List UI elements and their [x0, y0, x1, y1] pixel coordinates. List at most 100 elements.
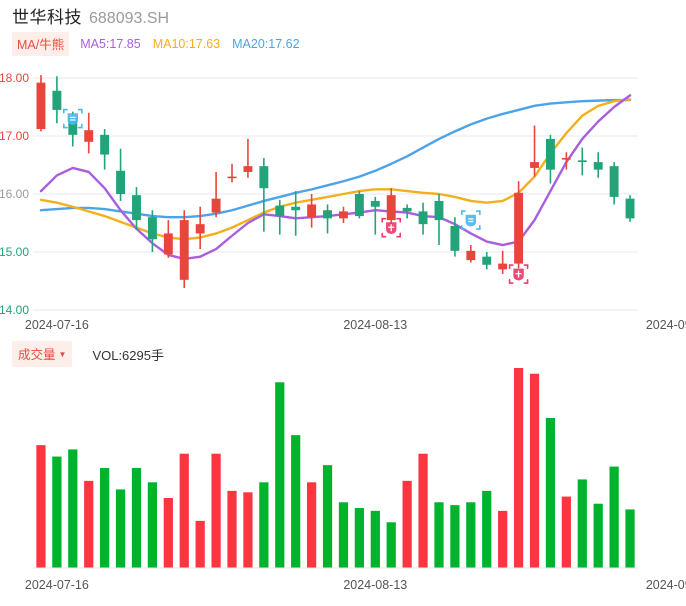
volume-bar — [68, 449, 78, 568]
volume-bar — [513, 368, 524, 568]
candle-body — [370, 200, 380, 207]
bear-marker-icon[interactable] — [508, 264, 529, 284]
candlestick — [211, 171, 221, 218]
volume-bar — [450, 505, 460, 568]
marker-bracket — [77, 123, 83, 129]
candlestick — [227, 163, 237, 183]
volume-bar — [307, 482, 317, 568]
volume-bar — [609, 466, 619, 568]
bull-marker-icon[interactable] — [63, 108, 83, 129]
volume-bar — [243, 492, 253, 568]
candle-body — [593, 162, 603, 170]
candle-body — [195, 224, 205, 234]
volume-bar — [338, 502, 349, 568]
marker-bracket — [523, 279, 529, 284]
volume-tag-label: 成交量 — [18, 348, 56, 362]
volume-bar — [322, 465, 333, 568]
legend-ma10: MA10:17.63 — [152, 37, 221, 51]
candlestick — [307, 194, 317, 228]
candle-body — [36, 82, 46, 130]
legend-ma20: MA20:17.62 — [232, 37, 300, 51]
candle-body — [163, 233, 173, 255]
candle-body — [339, 211, 348, 219]
candlestick — [450, 217, 460, 257]
volume-bar — [545, 418, 556, 568]
bull-marker-icon[interactable] — [461, 210, 481, 230]
volume-bar — [593, 503, 603, 568]
candle-body — [179, 220, 189, 280]
bear-marker-icon[interactable] — [381, 217, 402, 238]
candlestick — [498, 250, 508, 275]
candlestick — [132, 187, 141, 230]
volume-bar — [418, 453, 428, 568]
candlestick — [593, 152, 603, 178]
candle-body — [147, 217, 157, 240]
candle-body — [211, 198, 221, 213]
candle-body — [466, 250, 476, 261]
candle-body — [52, 90, 62, 110]
volume-bar — [211, 453, 221, 568]
volume-bar — [195, 520, 205, 568]
volume-bar — [259, 482, 269, 568]
marker-bracket — [508, 279, 514, 284]
candle-body — [243, 166, 253, 172]
volume-bar — [147, 482, 158, 568]
chart-header: 世华科技 688093.SH MA/牛熊 MA5:17.85 MA10:17.6… — [0, 0, 686, 58]
candle-body — [545, 138, 555, 170]
candlestick — [609, 162, 619, 205]
volume-bar — [115, 489, 126, 568]
candlestick — [291, 191, 301, 236]
volume-bar — [625, 509, 635, 568]
candlestick — [52, 76, 62, 124]
candle-body — [450, 225, 460, 251]
marker-bracket — [77, 108, 83, 114]
volume-bar — [577, 479, 587, 568]
candlestick — [466, 245, 476, 263]
candlestick — [577, 147, 587, 176]
volume-xaxis-tick: 2024-08-13 — [343, 578, 407, 592]
volume-bar — [291, 435, 301, 568]
volume-indicator-tag[interactable]: 成交量 ▼ — [12, 341, 73, 367]
volume-xaxis-tick: 2024-07-16 — [25, 578, 89, 592]
candlestick — [179, 210, 189, 288]
candle-body — [227, 176, 237, 179]
marker-bracket — [475, 210, 481, 216]
marker-bracket — [461, 225, 466, 230]
marker-bracket — [381, 217, 387, 223]
candlestick — [514, 181, 524, 269]
candlestick — [625, 195, 635, 222]
candlestick — [275, 199, 285, 235]
candle-body — [530, 162, 539, 168]
candle-body — [498, 263, 508, 270]
volume-bar — [529, 373, 540, 568]
price-xaxis-tick: 2024-09-09 — [646, 318, 686, 332]
candlestick — [530, 125, 539, 177]
volume-bar — [36, 445, 46, 568]
volume-bar — [498, 510, 508, 568]
ma-indicator-tag[interactable]: MA/牛熊 — [12, 32, 70, 56]
candle-body — [514, 192, 524, 264]
marker-bracket — [396, 217, 402, 223]
marker-bracket — [508, 264, 514, 270]
candle-body — [625, 198, 635, 219]
candle-body — [354, 194, 364, 217]
volume-bar — [402, 480, 412, 568]
volume-bar — [354, 508, 364, 568]
volume-bar — [386, 522, 396, 568]
volume-bar — [370, 510, 380, 568]
title-row: 世华科技 688093.SH — [12, 3, 169, 28]
volume-bar — [84, 480, 94, 568]
stock-name: 世华科技 — [12, 8, 82, 27]
candle-body — [434, 200, 444, 221]
candlestick — [323, 204, 332, 234]
marker-bracket — [523, 264, 529, 270]
candlestick — [339, 206, 348, 223]
candle-body — [132, 195, 141, 221]
candle-body — [291, 206, 301, 211]
candlestick — [100, 129, 110, 170]
volume-bar — [275, 382, 285, 568]
candle-body — [418, 211, 428, 225]
candlestick — [243, 138, 253, 178]
candle-body — [307, 204, 317, 218]
